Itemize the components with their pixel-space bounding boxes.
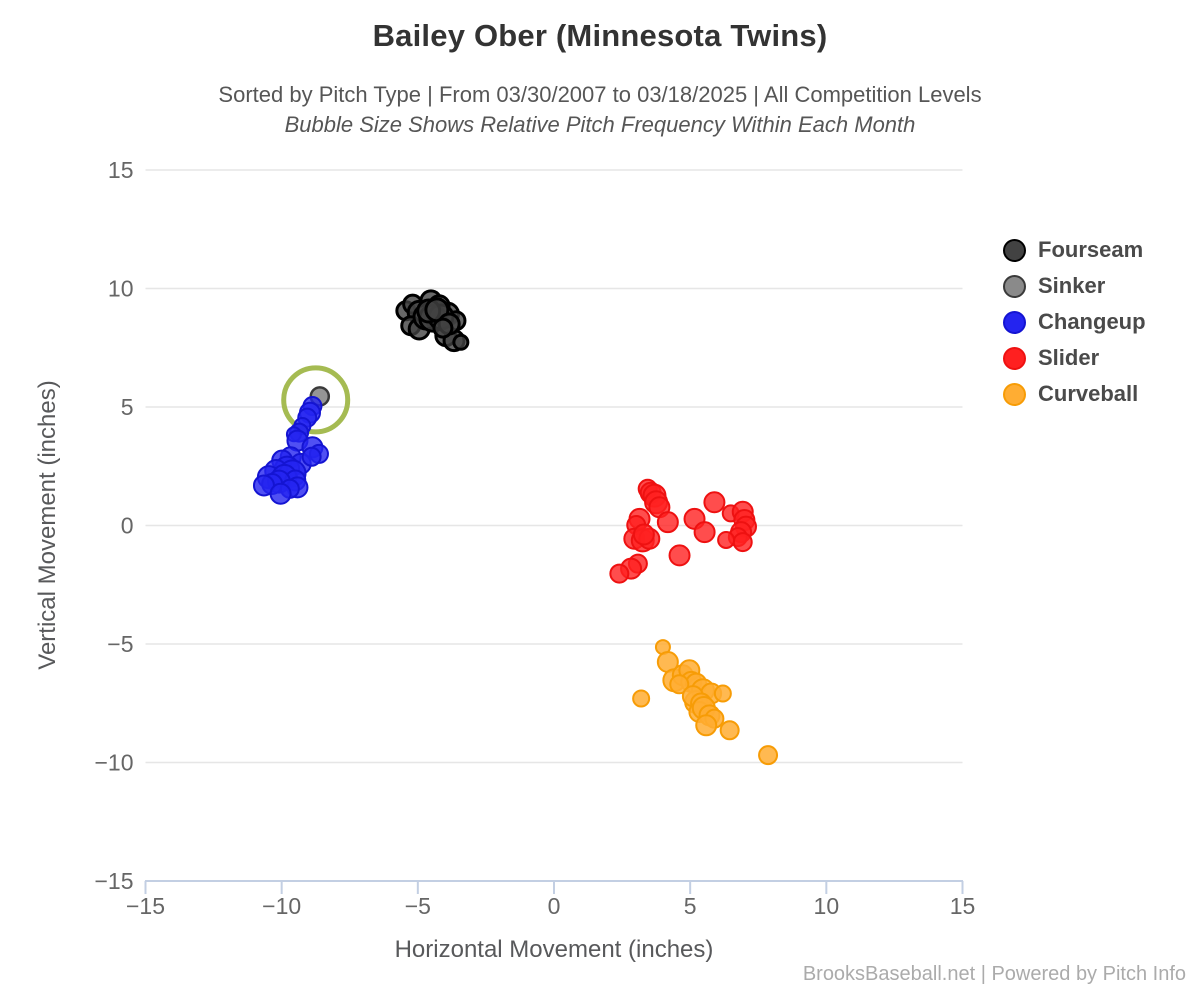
curveball-point[interactable] xyxy=(632,689,651,708)
fourseam-point[interactable] xyxy=(432,317,454,339)
highlight-ring xyxy=(281,365,351,435)
slider-point[interactable] xyxy=(693,521,716,544)
slider-point[interactable] xyxy=(609,563,630,584)
x-tick-label: −15 xyxy=(126,893,165,919)
legend-label: Slider xyxy=(1038,345,1100,370)
legend-swatch-fourseam xyxy=(1003,238,1026,262)
legend-item-curveball[interactable]: Curveball xyxy=(1003,376,1146,412)
fourseam-point[interactable] xyxy=(452,333,470,351)
y-tick-label: −5 xyxy=(107,631,133,657)
legend-swatch-slider xyxy=(1003,346,1026,370)
footer-credit: BrooksBaseball.net | Powered by Pitch In… xyxy=(802,963,1186,985)
curveball-point[interactable] xyxy=(719,720,740,741)
x-tick-label: −10 xyxy=(262,893,301,919)
y-tick-label: 0 xyxy=(121,513,134,539)
series-fourseam xyxy=(395,289,470,353)
legend-item-slider[interactable]: Slider xyxy=(1003,340,1146,376)
legend-label: Sinker xyxy=(1038,273,1106,298)
chart-subtitle-note: Bubble Size Shows Relative Pitch Frequen… xyxy=(284,112,916,137)
x-axis-title: Horizontal Movement (inches) xyxy=(394,936,714,963)
legend-label: Curveball xyxy=(1038,381,1139,406)
curveball-point[interactable] xyxy=(669,674,690,695)
slider-point[interactable] xyxy=(668,544,691,567)
slider-point[interactable] xyxy=(632,523,655,546)
legend-label: Changeup xyxy=(1038,309,1146,334)
changeup-point[interactable] xyxy=(269,482,292,505)
legend-item-sinker[interactable]: Sinker xyxy=(1003,268,1146,304)
curveball-point[interactable] xyxy=(758,745,779,766)
y-axis-title: Vertical Movement (inches) xyxy=(34,380,61,670)
legend-label: Fourseam xyxy=(1038,237,1144,262)
series-changeup xyxy=(252,396,329,505)
x-tick-label: 10 xyxy=(814,893,840,919)
legend-swatch-changeup xyxy=(1003,310,1026,334)
slider-point[interactable] xyxy=(732,532,753,553)
chart-subtitle: Sorted by Pitch Type | From 03/30/2007 t… xyxy=(218,82,982,107)
slider-point[interactable] xyxy=(717,530,736,549)
chart-title: Bailey Ober (Minnesota Twins) xyxy=(372,18,828,53)
slider-point[interactable] xyxy=(703,491,726,514)
curveball-point[interactable] xyxy=(695,714,718,737)
legend-swatch-sinker xyxy=(1003,274,1026,298)
series-slider xyxy=(609,478,757,584)
curveball-point[interactable] xyxy=(713,684,732,703)
x-tick-label: 15 xyxy=(950,893,976,919)
legend-item-changeup[interactable]: Changeup xyxy=(1003,304,1146,340)
y-tick-label: 5 xyxy=(121,394,134,420)
slider-point[interactable] xyxy=(656,511,679,534)
legend-swatch-curveball xyxy=(1003,382,1026,406)
x-tick-label: 0 xyxy=(548,893,561,919)
changeup-point[interactable] xyxy=(301,446,322,467)
y-tick-label: 10 xyxy=(108,276,134,302)
y-tick-label: 15 xyxy=(108,157,134,183)
y-tick-label: −15 xyxy=(94,868,133,894)
legend: Fourseam Sinker Changeup Slider Curveball xyxy=(1003,232,1146,412)
x-tick-label: −5 xyxy=(405,893,431,919)
legend-item-fourseam[interactable]: Fourseam xyxy=(1003,232,1146,268)
series-curveball xyxy=(632,639,779,766)
y-tick-label: −10 xyxy=(94,750,133,776)
x-tick-label: 5 xyxy=(684,893,697,919)
